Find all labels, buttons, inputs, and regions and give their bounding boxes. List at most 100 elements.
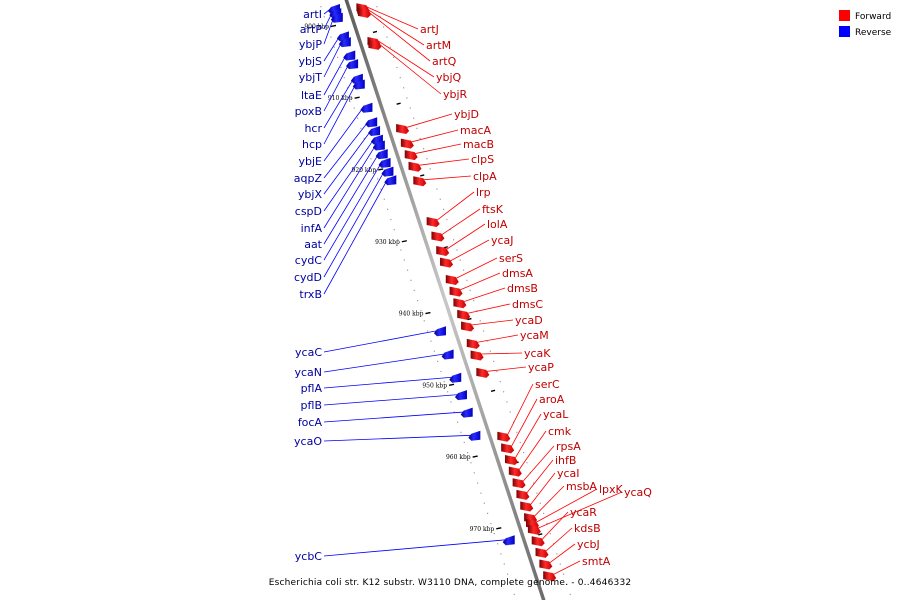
forward-gene-label[interactable]: kdsB bbox=[574, 522, 601, 535]
reverse-gene-label[interactable]: ltaE bbox=[301, 89, 322, 102]
reverse-gene-feature bbox=[372, 140, 385, 151]
reverse-gene-label[interactable]: cspD bbox=[295, 205, 322, 218]
forward-gene-label[interactable]: artQ bbox=[432, 55, 457, 68]
forward-gene-label[interactable]: macA bbox=[460, 124, 492, 137]
forward-gene-feature bbox=[436, 245, 450, 256]
forward-gene-label[interactable]: ybjR bbox=[443, 88, 468, 101]
forward-gene-label[interactable]: artJ bbox=[420, 23, 439, 36]
leader-line bbox=[405, 113, 453, 128]
leader-line bbox=[529, 472, 556, 506]
forward-gene-feature bbox=[461, 321, 475, 332]
reverse-gene-label[interactable]: hcr bbox=[304, 122, 322, 135]
forward-gene-label[interactable]: dmsB bbox=[507, 282, 538, 295]
forward-gene-label[interactable]: ybjD bbox=[454, 108, 479, 121]
leader-line bbox=[323, 330, 438, 353]
forward-gene-feature bbox=[497, 431, 511, 442]
leader-line bbox=[506, 383, 534, 436]
reverse-gene-label[interactable]: artI bbox=[303, 8, 322, 21]
leader-line bbox=[510, 398, 538, 448]
reverse-gene-feature bbox=[502, 535, 515, 546]
leader-line bbox=[323, 138, 375, 212]
reverse-gene-label[interactable]: ycaN bbox=[294, 366, 322, 379]
leader-line bbox=[486, 366, 527, 372]
leader-line bbox=[323, 63, 350, 112]
reverse-gene-label[interactable]: cydC bbox=[295, 254, 323, 267]
leader-line bbox=[418, 158, 470, 166]
forward-gene-label[interactable]: rpsA bbox=[556, 440, 581, 453]
forward-gene-label[interactable]: ycaM bbox=[520, 329, 549, 342]
forward-gene-label[interactable]: ycaK bbox=[524, 347, 551, 360]
reverse-gene-label[interactable]: ycaO bbox=[294, 435, 322, 448]
forward-gene-feature bbox=[396, 124, 410, 135]
scale-tick: 930 kbp bbox=[375, 239, 449, 249]
reverse-gene-feature bbox=[381, 166, 394, 177]
forward-gene-label[interactable]: ycaP bbox=[528, 361, 554, 374]
forward-gene-label[interactable]: ybjQ bbox=[436, 71, 462, 84]
legend-label: Reverse bbox=[855, 28, 892, 38]
dotted-guide-layer bbox=[320, 6, 571, 596]
forward-gene-label[interactable]: artM bbox=[426, 39, 451, 52]
reverse-gene-label[interactable]: infA bbox=[301, 222, 323, 235]
forward-gene-label[interactable]: smtA bbox=[582, 555, 611, 568]
forward-gene-label[interactable]: cmk bbox=[548, 425, 572, 438]
leader-line bbox=[441, 208, 481, 236]
leader-line bbox=[323, 353, 445, 373]
reverse-gene-label[interactable]: ycbC bbox=[295, 550, 323, 563]
reverse-gene-label[interactable]: ybjX bbox=[298, 188, 323, 201]
reverse-gene-label[interactable]: aat bbox=[304, 238, 322, 251]
forward-gene-feature bbox=[357, 7, 371, 18]
forward-gene-label[interactable]: ycaR bbox=[570, 506, 597, 519]
reverse-gene-label[interactable]: ybjE bbox=[299, 155, 323, 168]
forward-gene-label[interactable]: lpxK bbox=[599, 483, 624, 496]
reverse-gene-label[interactable]: ycaC bbox=[295, 346, 322, 359]
forward-gene-label[interactable]: lolA bbox=[487, 218, 508, 231]
leader-line bbox=[446, 223, 486, 250]
forward-gene-label[interactable]: ycaD bbox=[515, 314, 543, 327]
reverse-gene-label[interactable]: trxB bbox=[299, 288, 322, 301]
reverse-gene-label[interactable]: artP bbox=[300, 23, 323, 36]
leader-line bbox=[323, 17, 335, 45]
forward-gene-label[interactable]: serS bbox=[499, 252, 523, 265]
reverse-gene-label[interactable]: cydD bbox=[294, 271, 322, 284]
legend-swatch bbox=[839, 26, 850, 37]
forward-gene-label[interactable]: lrp bbox=[476, 186, 491, 199]
forward-gene-label[interactable]: ycaQ bbox=[624, 486, 652, 499]
leader-line bbox=[436, 191, 475, 221]
reverse-gene-label[interactable]: ybjT bbox=[299, 71, 323, 84]
leader-line bbox=[471, 319, 514, 326]
reverse-gene-label[interactable]: pflB bbox=[301, 399, 322, 412]
forward-gene-feature bbox=[431, 231, 445, 242]
forward-gene-label[interactable]: dmsC bbox=[512, 298, 543, 311]
forward-gene-label[interactable]: ycaI bbox=[557, 467, 580, 480]
forward-gene-label[interactable]: ihfB bbox=[555, 454, 576, 467]
reverse-gene-feature bbox=[352, 79, 365, 90]
forward-gene-label[interactable]: aroA bbox=[539, 393, 565, 406]
leader-line bbox=[459, 272, 501, 291]
forward-gene-feature bbox=[426, 216, 440, 227]
leader-line bbox=[476, 334, 519, 343]
reverse-gene-label[interactable]: aqpZ bbox=[294, 172, 323, 185]
reverse-gene-feature bbox=[460, 407, 473, 418]
reverse-gene-label[interactable]: ybjP bbox=[299, 38, 323, 51]
forward-gene-label[interactable]: ftsK bbox=[482, 203, 504, 216]
forward-gene-label[interactable]: msbA bbox=[566, 480, 597, 493]
forward-gene-feature bbox=[520, 501, 534, 512]
forward-gene-label[interactable]: dmsA bbox=[502, 267, 533, 280]
leader-line bbox=[323, 121, 369, 179]
reverse-gene-label[interactable]: ybjS bbox=[298, 55, 322, 68]
forward-gene-label[interactable]: ycaJ bbox=[491, 234, 514, 247]
reverse-gene-label[interactable]: hcp bbox=[302, 138, 322, 151]
forward-gene-label[interactable]: serC bbox=[535, 378, 560, 391]
forward-gene-label[interactable]: clpS bbox=[471, 153, 494, 166]
reverse-gene-feature bbox=[449, 372, 462, 383]
forward-gene-label[interactable]: ycbJ bbox=[577, 538, 600, 551]
forward-gene-label[interactable]: clpA bbox=[473, 170, 497, 183]
leader-line bbox=[552, 560, 581, 576]
reverse-gene-label[interactable]: pflA bbox=[301, 382, 323, 395]
gene-features bbox=[327, 3, 557, 582]
forward-gene-label[interactable]: macB bbox=[463, 138, 494, 151]
forward-gene-label[interactable]: ycaL bbox=[543, 408, 569, 421]
reverse-gene-label[interactable]: focA bbox=[298, 416, 323, 429]
reverse-gene-label[interactable]: poxB bbox=[295, 105, 322, 118]
forward-gene-feature bbox=[539, 559, 553, 570]
